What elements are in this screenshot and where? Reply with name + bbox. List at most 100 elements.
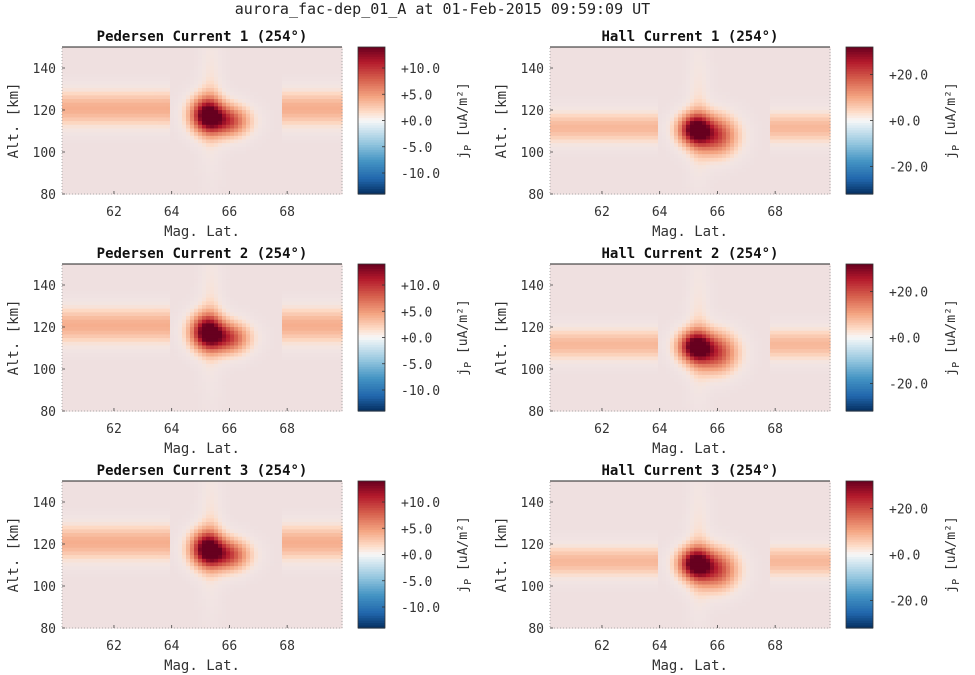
heatmap-cell xyxy=(110,47,115,52)
heatmap-cell xyxy=(646,131,651,136)
heatmap-cell xyxy=(638,171,643,177)
heatmap-cell xyxy=(334,179,339,184)
heatmap-cell xyxy=(126,69,131,74)
heatmap-cell xyxy=(202,65,207,70)
heatmap-cell xyxy=(566,102,571,107)
heatmap-cell xyxy=(238,50,243,55)
heatmap-cell xyxy=(670,109,675,114)
heatmap-cell xyxy=(274,175,279,180)
heatmap-cell xyxy=(126,94,131,100)
heatmap-cell xyxy=(198,72,203,77)
heatmap-cell xyxy=(730,149,735,155)
heatmap-cell xyxy=(746,83,751,89)
heatmap-cell xyxy=(634,50,639,55)
heatmap-cell xyxy=(234,94,239,100)
heatmap-cell xyxy=(670,69,675,74)
heatmap-cell xyxy=(130,149,135,155)
heatmap-cell xyxy=(170,83,175,89)
heatmap-cell xyxy=(106,54,111,59)
heatmap-cell xyxy=(302,190,307,195)
heatmap-cell xyxy=(154,186,159,191)
heatmap-cell xyxy=(750,190,755,195)
heatmap-cell xyxy=(182,127,187,133)
colorbar-segment xyxy=(358,49,385,53)
heatmap-cell xyxy=(706,58,711,63)
heatmap-cell xyxy=(198,54,203,59)
heatmap-cell xyxy=(686,109,691,114)
heatmap-cell xyxy=(226,105,231,111)
heatmap-cell xyxy=(190,76,195,81)
heatmap-cell xyxy=(238,83,243,89)
heatmap-cell xyxy=(254,113,259,118)
heatmap-cell xyxy=(682,120,687,125)
heatmap-cell xyxy=(110,157,115,162)
heatmap-cell xyxy=(238,69,243,74)
heatmap-cell xyxy=(326,168,331,173)
heatmap-cell xyxy=(286,47,291,52)
heatmap-cell xyxy=(94,113,99,118)
heatmap-cell xyxy=(186,149,191,155)
heatmap-cell xyxy=(318,124,323,129)
heatmap-cell xyxy=(694,179,699,184)
heatmap-cell xyxy=(722,94,727,100)
heatmap-cell xyxy=(334,157,339,162)
heatmap-cell xyxy=(270,138,275,144)
heatmap-cell xyxy=(338,98,343,103)
heatmap-cell xyxy=(210,190,215,195)
heatmap-cell xyxy=(658,135,663,140)
heatmap-cell xyxy=(70,72,75,77)
heatmap-cell xyxy=(710,83,715,89)
heatmap-cell xyxy=(306,171,311,177)
heatmap-cell xyxy=(698,83,703,89)
heatmap-cell xyxy=(678,54,683,59)
heatmap-cell xyxy=(334,113,339,118)
heatmap-cell xyxy=(166,47,171,52)
heatmap-cell xyxy=(226,76,231,81)
heatmap-cell xyxy=(686,175,691,180)
heatmap-cell xyxy=(726,124,731,129)
heatmap-cell xyxy=(198,142,203,147)
heatmap-cell xyxy=(658,131,663,136)
heatmap-cell xyxy=(322,124,327,129)
heatmap-cell xyxy=(718,190,723,195)
heatmap-cell xyxy=(686,72,691,77)
heatmap-cell xyxy=(614,87,619,92)
heatmap-cell xyxy=(642,83,647,89)
x-axis-label: Mag. Lat. xyxy=(164,224,240,240)
heatmap-cell xyxy=(602,69,607,74)
heatmap-cell xyxy=(238,186,243,191)
heatmap-cell xyxy=(602,157,607,162)
heatmap-cell xyxy=(250,135,255,140)
heatmap-cell xyxy=(102,50,107,55)
heatmap-cell xyxy=(338,131,343,136)
heatmap-cell xyxy=(294,72,299,77)
heatmap-cell xyxy=(558,127,563,133)
heatmap-cell xyxy=(198,50,203,55)
heatmap-cell xyxy=(550,76,555,81)
heatmap-cell xyxy=(754,120,759,125)
heatmap-cell xyxy=(218,83,223,89)
heatmap-cell xyxy=(686,135,691,140)
heatmap-cell xyxy=(714,186,719,191)
heatmap-cell xyxy=(634,80,639,85)
heatmap-cell xyxy=(322,149,327,155)
heatmap-cell xyxy=(690,179,695,184)
heatmap-cell xyxy=(746,120,751,125)
heatmap-cell xyxy=(82,127,87,133)
heatmap-cell xyxy=(102,120,107,125)
heatmap-cell xyxy=(218,98,223,103)
heatmap-cell xyxy=(250,149,255,155)
heatmap-cell xyxy=(758,142,763,147)
heatmap-cell xyxy=(750,50,755,55)
heatmap-cell xyxy=(238,164,243,169)
heatmap-cell xyxy=(174,182,179,188)
heatmap-cell xyxy=(266,80,271,85)
heatmap-cell xyxy=(598,83,603,89)
heatmap-cell xyxy=(682,105,687,111)
heatmap-cell xyxy=(158,58,163,63)
heatmap-cell xyxy=(82,171,87,177)
heatmap-cell xyxy=(82,135,87,140)
heatmap-cell xyxy=(142,87,147,92)
heatmap-cell xyxy=(78,65,83,70)
heatmap-cell xyxy=(334,80,339,85)
